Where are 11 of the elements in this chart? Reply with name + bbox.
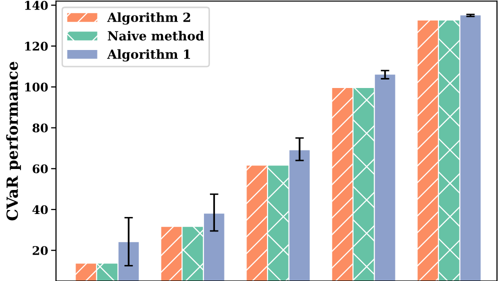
y-tick-label: 40 [32, 205, 48, 214]
y-axis-title: CVaR performance [6, 62, 21, 220]
legend-label: Algorithm 2 [107, 12, 190, 25]
y-tick-label: 20 [32, 246, 48, 256]
legend-label: Algorithm 1 [107, 49, 190, 62]
y-tick-label: 140 [25, 0, 48, 10]
y-tick-label: 80 [32, 124, 48, 132]
legend-label: Naive method [108, 30, 204, 41]
y-tick-label: 60 [32, 164, 48, 174]
y-tick-label: 120 [25, 42, 48, 51]
y-tick-label: 100 [25, 82, 48, 92]
